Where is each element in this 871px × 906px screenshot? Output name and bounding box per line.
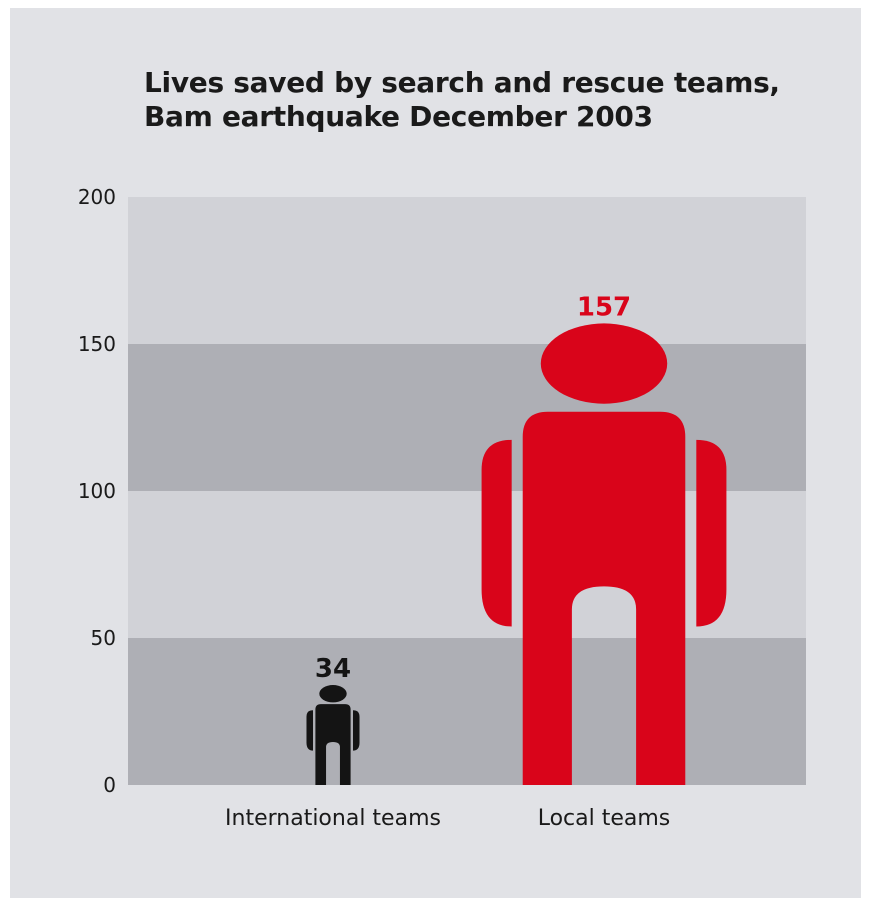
person-head	[319, 685, 347, 703]
y-tick-label: 150	[78, 332, 116, 356]
value-label: 34	[315, 654, 351, 684]
background-bands	[128, 197, 806, 785]
person-arm-left	[306, 710, 314, 751]
person-body	[315, 704, 351, 785]
chart-title-line-2: Bam earthquake December 2003	[144, 100, 653, 133]
y-tick-label: 0	[103, 773, 116, 797]
x-axis-categories: International teams Local teams	[225, 806, 670, 831]
y-axis-ticks: 0 50 100 150 200	[78, 185, 116, 797]
person-arm-right	[696, 439, 727, 627]
bar-local-teams: 157	[481, 292, 727, 785]
chart-title: Lives saved by search and rescue teams, …	[144, 66, 844, 134]
person-head	[540, 323, 668, 404]
background-band	[128, 344, 806, 491]
category-label: International teams	[225, 806, 441, 831]
chart-title-line-1: Lives saved by search and rescue teams,	[144, 66, 780, 99]
person-arm-right	[352, 710, 360, 751]
bars: 34 157	[306, 292, 727, 785]
background-band	[128, 491, 806, 638]
value-label: 157	[577, 292, 631, 322]
y-tick-label: 50	[91, 626, 116, 650]
person-body	[522, 411, 686, 785]
bar-international-teams: 34	[306, 654, 360, 785]
background-band	[128, 197, 806, 344]
person-arm-left	[481, 439, 512, 627]
y-tick-label: 200	[78, 185, 116, 209]
background-band	[128, 638, 806, 785]
y-tick-label: 100	[78, 479, 116, 503]
category-label: Local teams	[538, 806, 671, 831]
